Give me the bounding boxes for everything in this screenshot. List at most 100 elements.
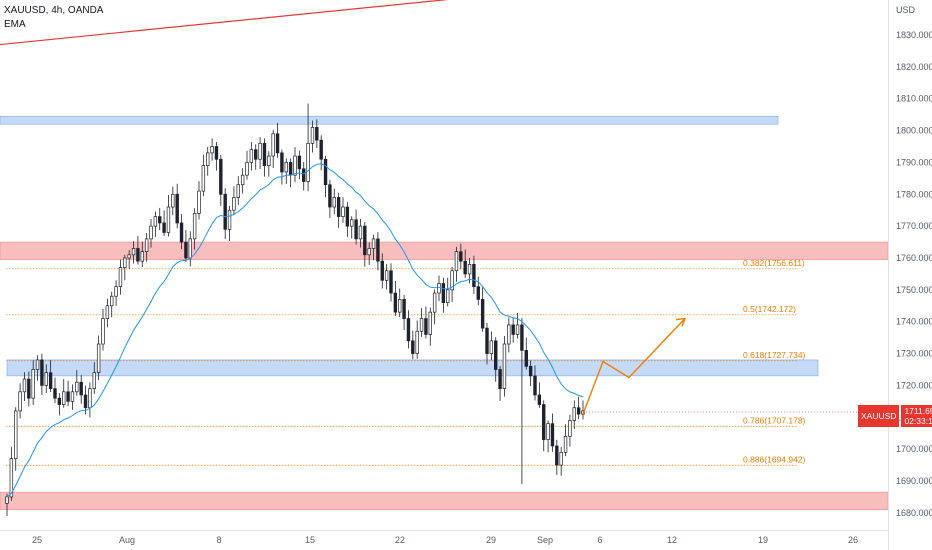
candle-83[interactable] [367, 242, 371, 265]
candle-107[interactable] [472, 255, 476, 294]
candle-17[interactable] [79, 374, 83, 404]
candle-115[interactable] [507, 317, 511, 353]
candle-47[interactable] [210, 138, 214, 161]
candle-82[interactable] [363, 222, 367, 267]
candle-125[interactable] [550, 413, 555, 452]
candle-55[interactable] [245, 150, 249, 180]
candle-101[interactable] [446, 277, 450, 307]
candle-40[interactable] [179, 214, 184, 250]
candle-50[interactable] [223, 188, 227, 240]
candle-51[interactable] [227, 205, 232, 241]
candle-10[interactable] [48, 360, 53, 393]
candle-22[interactable] [101, 309, 105, 351]
ema-indicator-label[interactable]: EMA [4, 19, 26, 30]
candle-23[interactable] [105, 298, 110, 328]
candle-74[interactable] [328, 179, 332, 218]
candle-9[interactable] [44, 364, 48, 394]
candle-12[interactable] [57, 393, 62, 416]
candle-99[interactable] [437, 275, 441, 302]
candle-53[interactable] [236, 176, 240, 205]
candle-69[interactable] [306, 103, 310, 192]
candle-64[interactable] [284, 158, 288, 184]
candle-42[interactable] [188, 231, 192, 267]
candle-95[interactable] [419, 308, 424, 337]
candle-25[interactable] [114, 280, 118, 306]
candle-57[interactable] [254, 144, 258, 170]
candle-8[interactable] [40, 353, 44, 396]
candle-86[interactable] [380, 253, 384, 289]
candle-114[interactable] [502, 336, 507, 397]
candle-30[interactable] [136, 235, 140, 265]
candle-33[interactable] [149, 218, 153, 248]
candle-120[interactable] [528, 360, 533, 387]
candle-105[interactable] [463, 249, 467, 279]
candle-65[interactable] [288, 158, 293, 188]
candle-117[interactable] [515, 312, 520, 339]
candle-1[interactable] [9, 446, 14, 501]
candle-52[interactable] [232, 186, 236, 216]
candle-71[interactable] [315, 119, 319, 149]
candle-21[interactable] [96, 335, 101, 381]
candle-111[interactable] [489, 331, 494, 361]
candle-91[interactable] [402, 294, 406, 330]
candle-58[interactable] [258, 137, 262, 170]
candle-129[interactable] [568, 414, 572, 447]
candle-27[interactable] [123, 254, 127, 281]
candle-37[interactable] [166, 195, 171, 237]
candle-46[interactable] [206, 146, 210, 176]
candle-44[interactable] [197, 181, 201, 220]
candle-76[interactable] [336, 192, 341, 228]
candle-87[interactable] [384, 264, 389, 290]
candle-89[interactable] [393, 280, 398, 317]
candle-7[interactable] [35, 355, 40, 381]
candle-29[interactable] [131, 241, 136, 264]
candle-31[interactable] [140, 241, 144, 268]
candle-78[interactable] [345, 202, 350, 238]
candle-131[interactable] [576, 396, 581, 420]
price-axis[interactable]: 1680.0001690.0001700.0001710.0001720.000… [896, 30, 932, 518]
time-axis[interactable]: 25 Aug 8 15 22 29 Sep 6 12 19 26 [32, 535, 858, 545]
candle-123[interactable] [542, 400, 546, 452]
candle-92[interactable] [406, 310, 411, 349]
candle-66[interactable] [293, 147, 297, 183]
candle-18[interactable] [83, 385, 88, 415]
candle-48[interactable] [214, 141, 219, 171]
candle-32[interactable] [144, 232, 149, 262]
candle-5[interactable] [27, 371, 31, 407]
candle-94[interactable] [415, 320, 419, 359]
candle-16[interactable] [75, 370, 79, 396]
candle-110[interactable] [485, 322, 489, 365]
candle-39[interactable] [175, 183, 179, 229]
candle-103[interactable] [454, 246, 459, 282]
candle-34[interactable] [153, 211, 158, 237]
candle-100[interactable] [441, 277, 446, 313]
candle-3[interactable] [18, 383, 22, 419]
candle-121[interactable] [533, 365, 537, 401]
candle-2[interactable] [14, 407, 18, 471]
candle-116[interactable] [511, 317, 515, 343]
candle-4[interactable] [22, 372, 27, 401]
candle-11[interactable] [53, 377, 57, 404]
candle-90[interactable] [398, 288, 402, 318]
candle-126[interactable] [555, 439, 559, 475]
candle-54[interactable] [240, 168, 245, 194]
candle-68[interactable] [302, 161, 306, 191]
candle-109[interactable] [480, 287, 485, 332]
candle-28[interactable] [127, 250, 131, 270]
candle-79[interactable] [350, 216, 354, 239]
candle-97[interactable] [428, 307, 432, 346]
candle-102[interactable] [450, 266, 454, 302]
trendline[interactable] [0, 0, 470, 46]
zone-support-3[interactable] [0, 491, 889, 510]
candle-88[interactable] [389, 263, 393, 302]
candle-6[interactable] [31, 360, 35, 405]
candle-77[interactable] [341, 197, 345, 223]
ema-line[interactable] [6, 163, 584, 498]
candle-35[interactable] [158, 207, 162, 231]
candle-75[interactable] [332, 188, 336, 215]
candle-38[interactable] [171, 186, 175, 216]
candle-61[interactable] [271, 129, 275, 169]
candle-62[interactable] [275, 122, 280, 158]
candle-122[interactable] [537, 382, 542, 408]
candle-59[interactable] [262, 138, 267, 177]
